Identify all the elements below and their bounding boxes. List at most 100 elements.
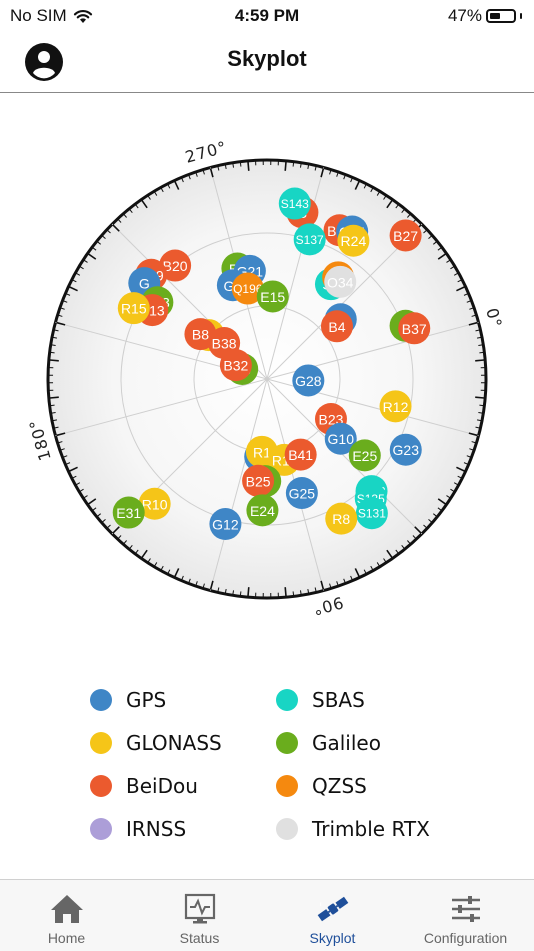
satellite-label: B37: [402, 321, 427, 337]
tick-mark: [300, 164, 301, 168]
satellite-marker[interactable]: B27: [390, 219, 422, 251]
satellite-marker[interactable]: R15: [118, 292, 150, 324]
legend-item-trimble-rtx: Trimble RTX: [276, 817, 430, 841]
satellite-marker[interactable]: E15: [257, 280, 289, 312]
battery-icon: [486, 9, 516, 23]
status-bar: No SIM 4:59 PM 47%: [0, 0, 534, 34]
legend-item-beidou: BeiDou: [90, 774, 198, 798]
legend-dot-irnss: [90, 818, 112, 840]
battery-percent: 47%: [448, 6, 482, 26]
satellite-label: B8: [192, 327, 209, 343]
tick-mark: [233, 164, 234, 168]
tab-label: Home: [48, 930, 85, 946]
satellite-marker[interactable]: G25: [286, 477, 318, 509]
satellite-label: B25: [246, 473, 271, 489]
satellite-marker[interactable]: B37: [398, 312, 430, 344]
satellite-label: G28: [295, 373, 322, 389]
tab-home[interactable]: Home: [0, 880, 133, 951]
satellite-marker[interactable]: S143: [279, 188, 311, 220]
tick-mark: [248, 587, 249, 596]
satellite-marker[interactable]: E24: [246, 494, 278, 526]
satellite-label: G12: [212, 517, 239, 533]
satellite-label: B4: [328, 319, 345, 335]
angle-label: 0°: [482, 306, 506, 330]
tab-label: Status: [180, 930, 220, 946]
legend-item-irnss: IRNSS: [90, 817, 186, 841]
tick-mark: [50, 397, 59, 398]
satellite-label: G25: [289, 486, 316, 502]
satellite-label: R8: [332, 511, 350, 527]
legend-dot-qzss: [276, 775, 298, 797]
legend-label: SBAS: [312, 688, 365, 712]
satellite-marker[interactable]: R24: [337, 225, 369, 257]
legend-dot-galileo: [276, 732, 298, 754]
satellite-label: S137: [296, 233, 324, 247]
constellation-legend: GPS GLONASS BeiDou IRNSS SBAS Galileo QZ…: [0, 680, 534, 860]
tab-configuration[interactable]: Configuration: [399, 880, 532, 951]
satellite-marker[interactable]: B32: [220, 349, 252, 381]
satellite-label: S131: [358, 507, 386, 521]
legend-item-qzss: QZSS: [276, 774, 367, 798]
legend-dot-beidou: [90, 775, 112, 797]
tick-mark: [52, 345, 56, 346]
battery-tip: [520, 13, 522, 19]
satellite-label: B41: [288, 447, 313, 463]
legend-item-sbas: SBAS: [276, 688, 365, 712]
angle-label: 90°: [310, 593, 345, 619]
satellite-marker[interactable]: G12: [209, 508, 241, 540]
satellite-label: E25: [352, 448, 377, 464]
satellite-marker[interactable]: S131: [356, 497, 388, 529]
satellite-label: S143: [281, 197, 309, 211]
legend-dot-gps: [90, 689, 112, 711]
skyplot-grid: [48, 160, 486, 598]
skyplot: 270°0°180°90° BS143B39G24R24B27S137B20E8…: [0, 96, 534, 656]
tick-mark: [475, 397, 484, 398]
satellite-icon: [316, 892, 350, 926]
sliders-icon: [449, 892, 483, 926]
status-monitor-icon: [183, 892, 217, 926]
satellite-marker[interactable]: R12: [380, 390, 412, 422]
skyplot-svg: 270°0°180°90° BS143B39G24R24B27S137B20E8…: [0, 96, 534, 656]
satellite-label: E15: [260, 289, 285, 305]
satellite-marker[interactable]: E25: [349, 439, 381, 471]
status-right: 47%: [448, 6, 522, 26]
tab-status[interactable]: Status: [133, 880, 266, 951]
satellite-marker[interactable]: O34: [324, 266, 356, 298]
tick-mark: [50, 360, 59, 361]
angle-label: 270°: [183, 137, 229, 166]
tick-mark: [478, 412, 482, 413]
tab-bar: Home Status Sk: [0, 879, 534, 951]
satellite-label: E31: [116, 505, 141, 521]
satellite-marker[interactable]: G23: [390, 434, 422, 466]
satellite-label: G23: [393, 442, 420, 458]
satellite-marker[interactable]: G28: [292, 364, 324, 396]
satellite-marker[interactable]: B25: [242, 465, 274, 497]
satellite-label: E24: [250, 503, 275, 519]
satellite-label: R24: [341, 233, 367, 249]
tick-mark: [233, 590, 234, 594]
satellite-label: R12: [383, 399, 409, 415]
satellite-label: R10: [142, 496, 168, 512]
tab-label: Skyplot: [310, 930, 356, 946]
tick-mark: [300, 590, 301, 594]
legend-dot-glonass: [90, 732, 112, 754]
satellite-marker[interactable]: E31: [113, 497, 145, 529]
satellite-marker[interactable]: R8: [325, 503, 357, 535]
satellite-marker[interactable]: B41: [285, 439, 317, 471]
tab-label: Configuration: [424, 930, 507, 946]
tick-mark: [285, 587, 286, 596]
satellite-label: O34: [327, 274, 354, 290]
satellite-label: G10: [328, 431, 355, 447]
legend-dot-sbas: [276, 689, 298, 711]
tab-skyplot[interactable]: Skyplot: [266, 880, 399, 951]
legend-item-glonass: GLONASS: [90, 731, 222, 755]
tick-mark: [285, 162, 286, 171]
satellite-label: B32: [223, 358, 248, 374]
tick-mark: [52, 412, 56, 413]
legend-label: GLONASS: [126, 731, 222, 755]
satellite-marker[interactable]: B4: [321, 310, 353, 342]
legend-label: Trimble RTX: [312, 817, 430, 841]
legend-label: IRNSS: [126, 817, 186, 841]
tick-mark: [248, 162, 249, 171]
satellite-marker[interactable]: S137: [294, 223, 326, 255]
